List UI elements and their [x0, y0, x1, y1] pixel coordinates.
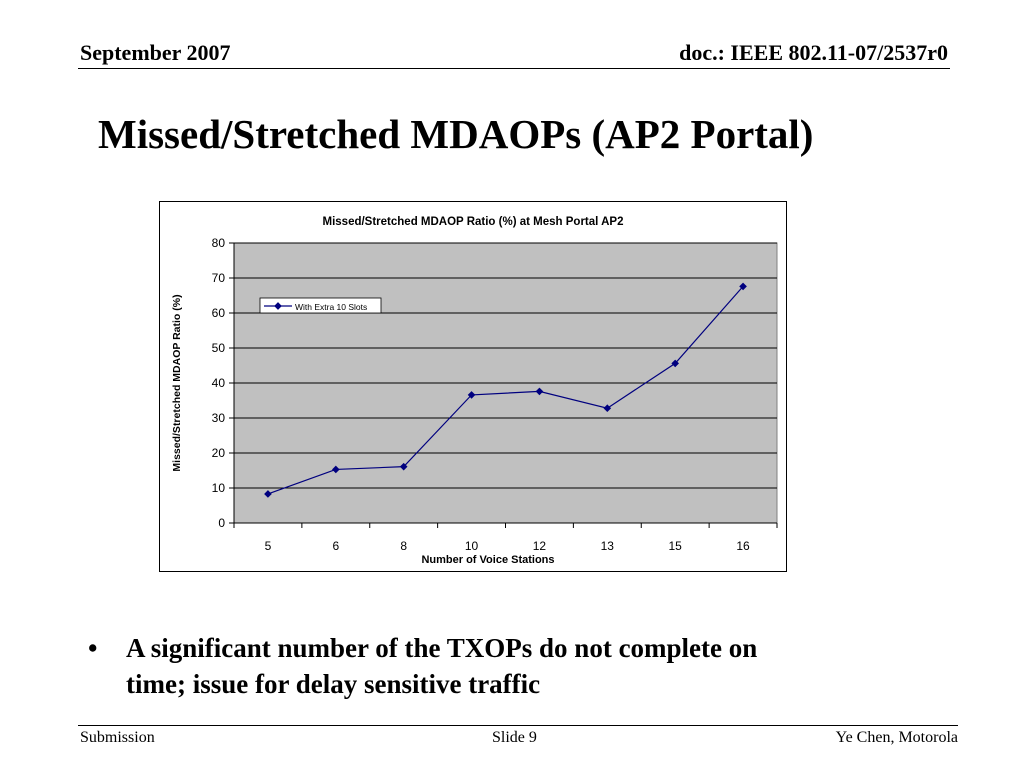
- legend-label: With Extra 10 Slots: [295, 302, 367, 312]
- x-tick-label: 6: [332, 539, 339, 553]
- y-tick-label: 40: [212, 376, 226, 390]
- y-tick-label: 80: [212, 236, 226, 250]
- legend-box: [259, 297, 382, 314]
- data-point: [739, 282, 747, 291]
- x-tick-label: 13: [601, 539, 615, 553]
- y-tick-label: 30: [212, 411, 226, 425]
- legend: With Extra 10 Slots: [259, 297, 382, 314]
- y-tick-label: 10: [212, 481, 226, 495]
- y-tick-label: 50: [212, 341, 226, 355]
- footer-slide-number: Slide 9: [492, 729, 537, 746]
- y-tick-label: 0: [218, 516, 225, 530]
- data-point: [535, 387, 544, 396]
- bullet-item: • A significant number of the TXOPs do n…: [88, 630, 968, 702]
- bullet-text-line2: time; issue for delay sensitive traffic: [126, 669, 541, 699]
- footer-submission: Submission: [80, 729, 155, 746]
- footer-author: Ye Chen, Motorola: [835, 729, 958, 746]
- x-tick-label: 8: [400, 539, 407, 553]
- y-tick-label: 20: [212, 446, 226, 460]
- bullet-dot-icon: •: [88, 633, 98, 663]
- x-tick-label: 5: [265, 539, 272, 553]
- bullet-list: • A significant number of the TXOPs do n…: [88, 630, 968, 702]
- x-tick-label: 12: [533, 539, 547, 553]
- series-line-with-extra-10-slots: [267, 286, 744, 495]
- y-tick-label: 70: [212, 271, 226, 285]
- header-date: September 2007: [80, 40, 231, 65]
- line-chart: Missed/Stretched MDAOP Ratio (%) at Mesh…: [159, 201, 787, 572]
- x-axis-label: Number of Voice Stations: [421, 554, 554, 566]
- header-rule: [78, 68, 950, 69]
- x-tick-label: 15: [669, 539, 683, 553]
- legend-marker: [274, 302, 282, 310]
- header-doc-id: doc.: IEEE 802.11-07/2537r0: [679, 40, 948, 65]
- footer-rule: [78, 725, 958, 726]
- slide-title: Missed/Stretched MDAOPs (AP2 Portal): [98, 111, 814, 157]
- y-tick-label: 60: [212, 306, 226, 320]
- y-axis-label: Missed/Stretched MDAOP Ratio (%): [171, 294, 183, 471]
- x-tick-label: 10: [465, 539, 479, 553]
- data-point: [671, 359, 680, 368]
- chart-title: Missed/Stretched MDAOP Ratio (%) at Mesh…: [323, 216, 624, 228]
- x-tick-label: 16: [736, 539, 750, 553]
- bullet-text-line1: A significant number of the TXOPs do not…: [126, 633, 758, 663]
